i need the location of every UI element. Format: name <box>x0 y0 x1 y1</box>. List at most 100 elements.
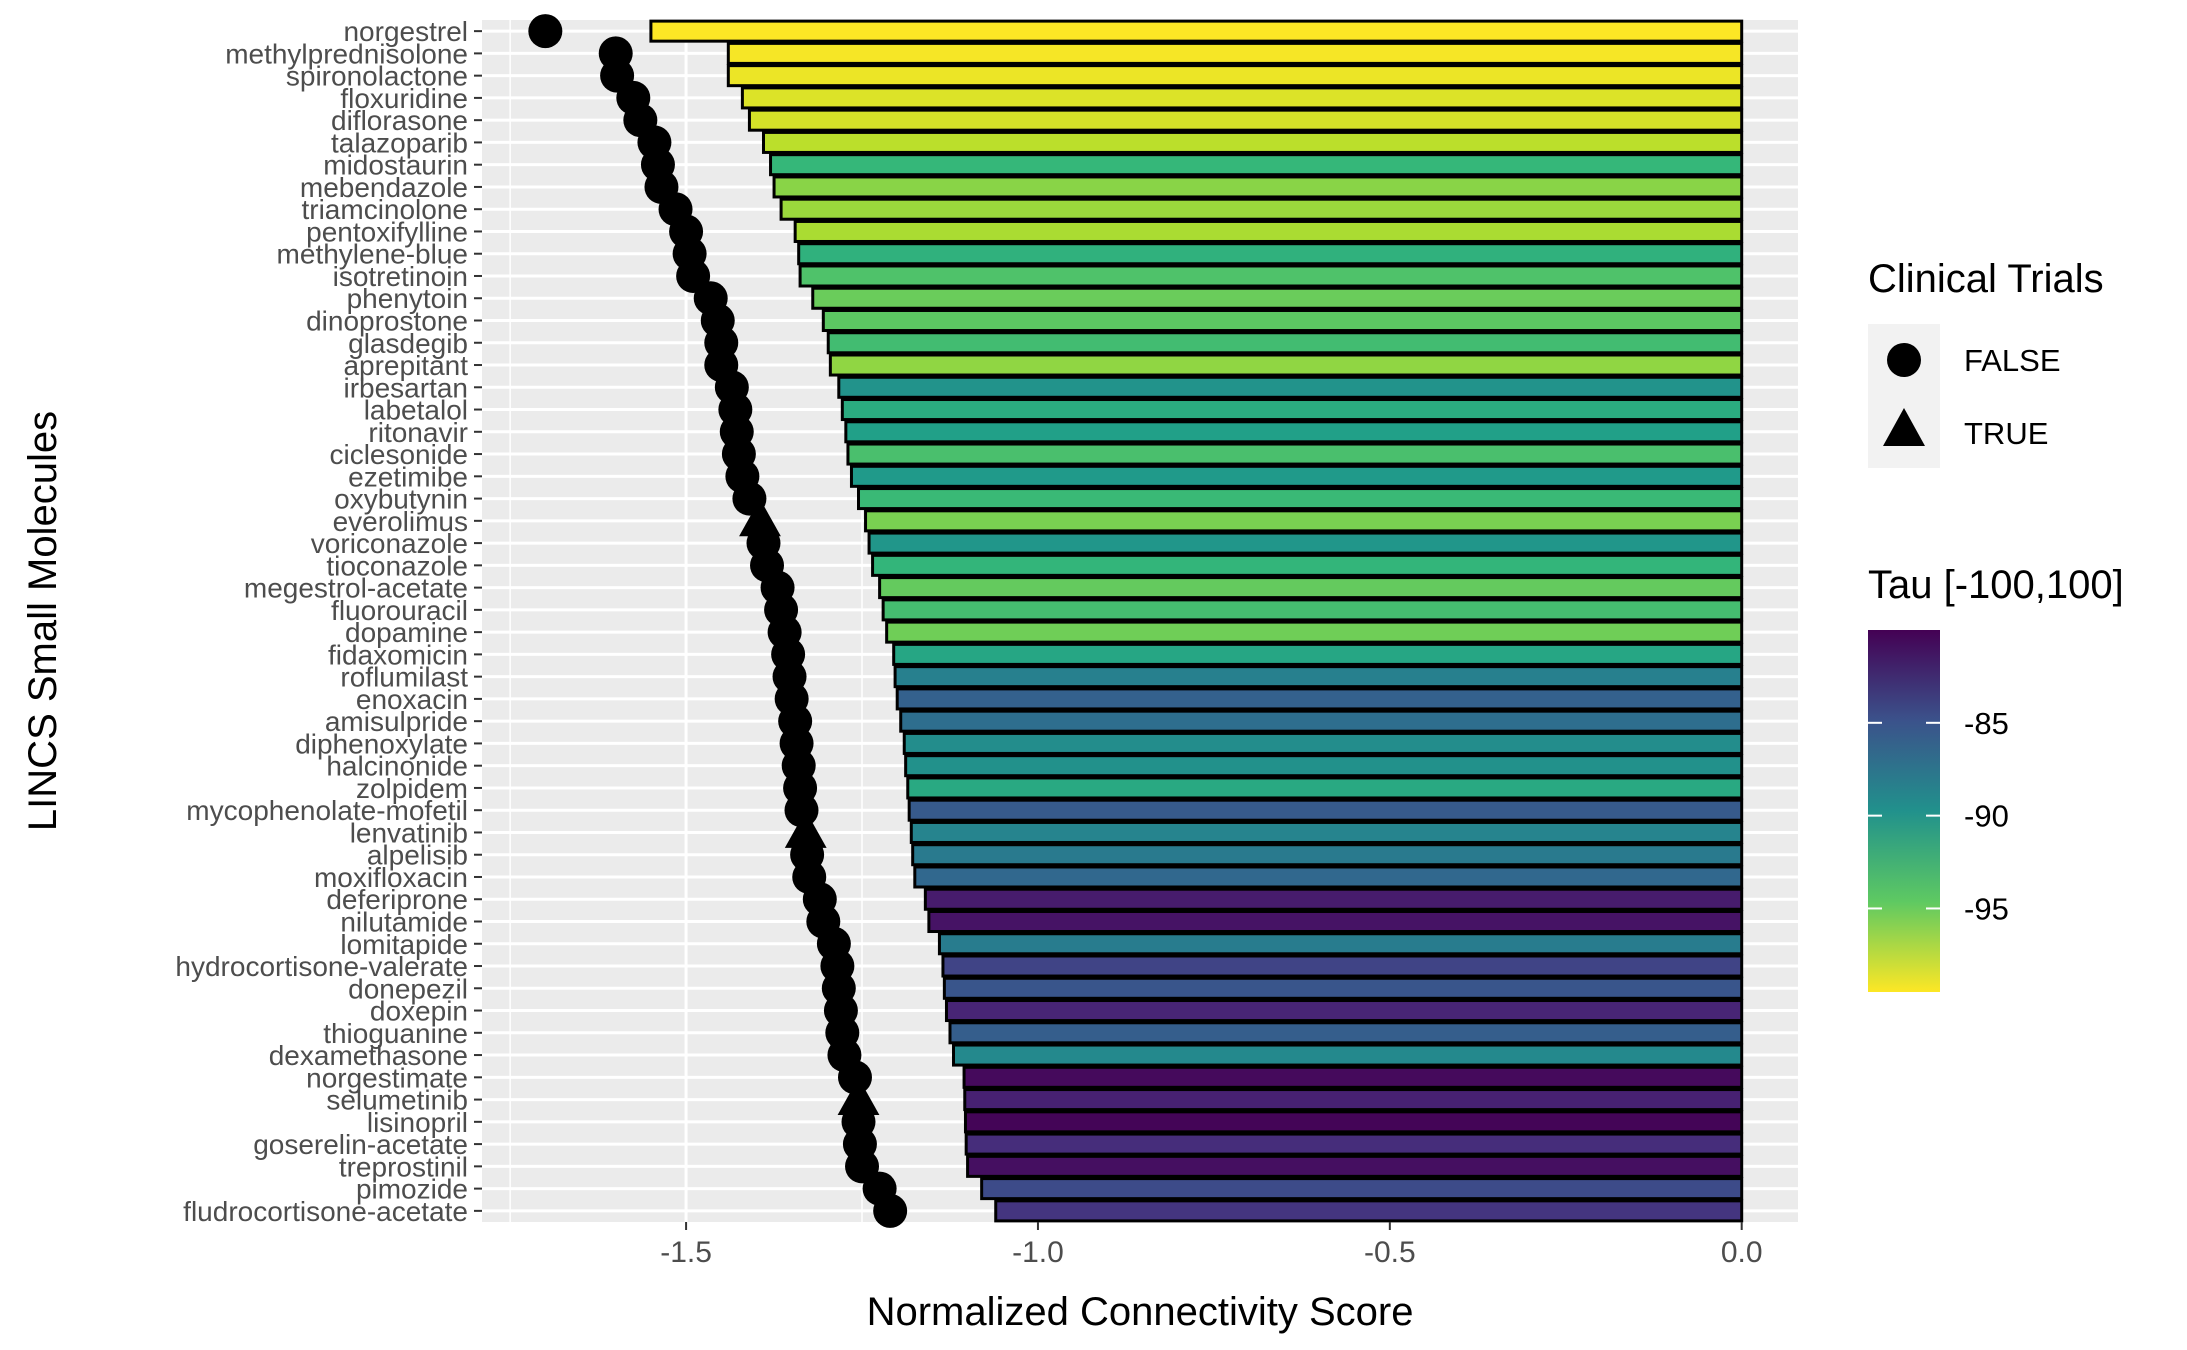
y-tick-label: everolimus <box>333 506 468 537</box>
bar-norgestrel <box>649 19 1744 43</box>
legend-circle-symbol <box>1887 343 1921 377</box>
y-tick-label: norgestimate <box>306 1062 468 1093</box>
y-ticks: norgestrelmethylprednisolonespironolacto… <box>175 16 482 1227</box>
y-tick-label: moxifloxacin <box>314 862 468 893</box>
point-circle-fludrocortisone-acetate <box>873 1193 908 1228</box>
y-tick-label: nilutamide <box>340 907 468 938</box>
colorbar-tick-label: -90 <box>1964 799 2009 834</box>
bar-megestrol-acetate <box>878 576 1744 600</box>
bar-dinoprostone <box>821 308 1744 333</box>
bar-hydrocortisone-valerate <box>941 954 1744 978</box>
y-tick-label: hydrocortisone-valerate <box>175 951 468 982</box>
y-tick-label: methylene-blue <box>277 239 468 270</box>
y-tick-label: fluorouracil <box>331 595 468 626</box>
y-tick-label: zolpidem <box>356 773 468 804</box>
y-tick-label: irbesartan <box>343 372 468 403</box>
x-tick-label: -1.5 <box>660 1236 712 1269</box>
bar-fluorouracil <box>881 598 1744 622</box>
y-axis-title: LINCS Small Molecules <box>21 411 65 831</box>
bar-spironolactone <box>726 64 1744 88</box>
y-tick-label: deferiprone <box>326 884 468 915</box>
y-tick-label: aprepitant <box>343 350 468 381</box>
legend-clinical-trials-title: Clinical Trials <box>1868 257 2104 301</box>
bar-mycophenolate-mofetil <box>907 798 1744 822</box>
colorbar-tick-label: -95 <box>1964 891 2009 926</box>
bar-lomitapide <box>937 932 1744 956</box>
legend-tau-title: Tau [-100,100] <box>1868 563 2124 607</box>
y-tick-label: diflorasone <box>331 105 468 136</box>
y-tick-label: donepezil <box>348 973 468 1004</box>
bar-amisulpride <box>899 709 1744 733</box>
bars <box>649 19 1744 1223</box>
y-tick-label: enoxacin <box>356 684 468 715</box>
y-tick-label: dinoprostone <box>306 306 468 337</box>
x-tick-label: 0.0 <box>1721 1236 1763 1269</box>
y-tick-label: diphenoxylate <box>295 728 468 759</box>
y-tick-label: amisulpride <box>325 706 468 737</box>
legend-tau: Tau [-100,100] -85 -90 -95 <box>1868 563 2124 992</box>
bar-irbesartan <box>837 375 1744 399</box>
bar-roflumilast <box>893 665 1744 689</box>
colorbar <box>1868 630 1940 992</box>
points <box>528 14 908 1228</box>
y-tick-label: floxuridine <box>340 83 468 114</box>
y-tick-label: selumetinib <box>326 1085 468 1116</box>
bar-oxybutynin <box>857 487 1744 511</box>
bar-moxifloxacin <box>913 865 1744 889</box>
y-tick-label: pimozide <box>356 1174 468 1205</box>
y-tick-label: alpelisib <box>367 840 468 871</box>
bar-dopamine <box>885 620 1744 644</box>
point-triangle-selumetinib <box>837 1077 880 1115</box>
y-tick-label: treprostinil <box>339 1151 468 1182</box>
bar-treprostinil <box>966 1154 1744 1178</box>
bar-enoxacin <box>895 687 1744 711</box>
bar-ciclesonide <box>846 442 1744 466</box>
y-tick-label: lisinopril <box>367 1107 468 1138</box>
bar-ezetimibe <box>849 464 1744 488</box>
x-tick-label: -1.0 <box>1012 1236 1064 1269</box>
y-tick-label: doxepin <box>370 996 468 1027</box>
point-triangle-lenvatinib <box>784 810 827 848</box>
bar-pentoxifylline <box>793 219 1744 243</box>
y-tick-label: dexamethasone <box>269 1040 468 1071</box>
bar-floxuridine <box>740 86 1744 110</box>
legend-true-label: TRUE <box>1964 416 2048 451</box>
bar-everolimus <box>864 509 1744 533</box>
bar-aprepitant <box>828 353 1744 377</box>
point-triangle-everolimus <box>739 498 781 537</box>
y-tick-label: halcinonide <box>326 751 468 782</box>
y-tick-label: ritonavir <box>368 417 468 448</box>
bar-fludrocortisone-acetate <box>994 1199 1744 1223</box>
legend-triangle-symbol <box>1883 408 1925 446</box>
bar-diphenoxylate <box>902 731 1744 755</box>
bar-zolpidem <box>906 776 1744 800</box>
x-axis-title: Normalized Connectivity Score <box>867 1290 1414 1334</box>
bar-lenvatinib <box>909 820 1744 844</box>
y-tick-label: fludrocortisone-acetate <box>183 1196 468 1227</box>
bar-isotretinoin <box>798 264 1744 288</box>
bar-glasdegib <box>826 331 1744 355</box>
point-circle-norgestimate <box>837 1060 872 1095</box>
colorbar-ticks: -85 -90 -95 <box>1868 706 2009 926</box>
point-circle-norgestrel <box>528 14 563 49</box>
y-tick-label: isotretinoin <box>333 261 468 292</box>
y-tick-label: methylprednisolone <box>225 38 468 69</box>
y-tick-label: lomitapide <box>340 929 468 960</box>
bar-selumetinib <box>963 1088 1744 1112</box>
colorbar-tick-label: -85 <box>1964 706 2009 741</box>
bar-tioconazole <box>871 553 1744 577</box>
y-tick-label: mebendazole <box>300 172 468 203</box>
y-tick-label: oxybutynin <box>334 484 468 515</box>
bar-alpelisib <box>911 843 1744 867</box>
y-tick-label: ezetimibe <box>348 461 468 492</box>
bar-talazoparib <box>761 130 1744 154</box>
bar-methylprednisolone <box>726 41 1744 65</box>
y-tick-label: goserelin-acetate <box>253 1129 468 1160</box>
y-tick-label: triamcinolone <box>301 194 468 225</box>
bar-diflorasone <box>747 108 1744 132</box>
y-tick-label: glasdegib <box>348 328 468 359</box>
y-tick-label: labetalol <box>364 395 468 426</box>
bar-midostaurin <box>769 153 1744 177</box>
bar-triamcinolone <box>779 197 1744 221</box>
